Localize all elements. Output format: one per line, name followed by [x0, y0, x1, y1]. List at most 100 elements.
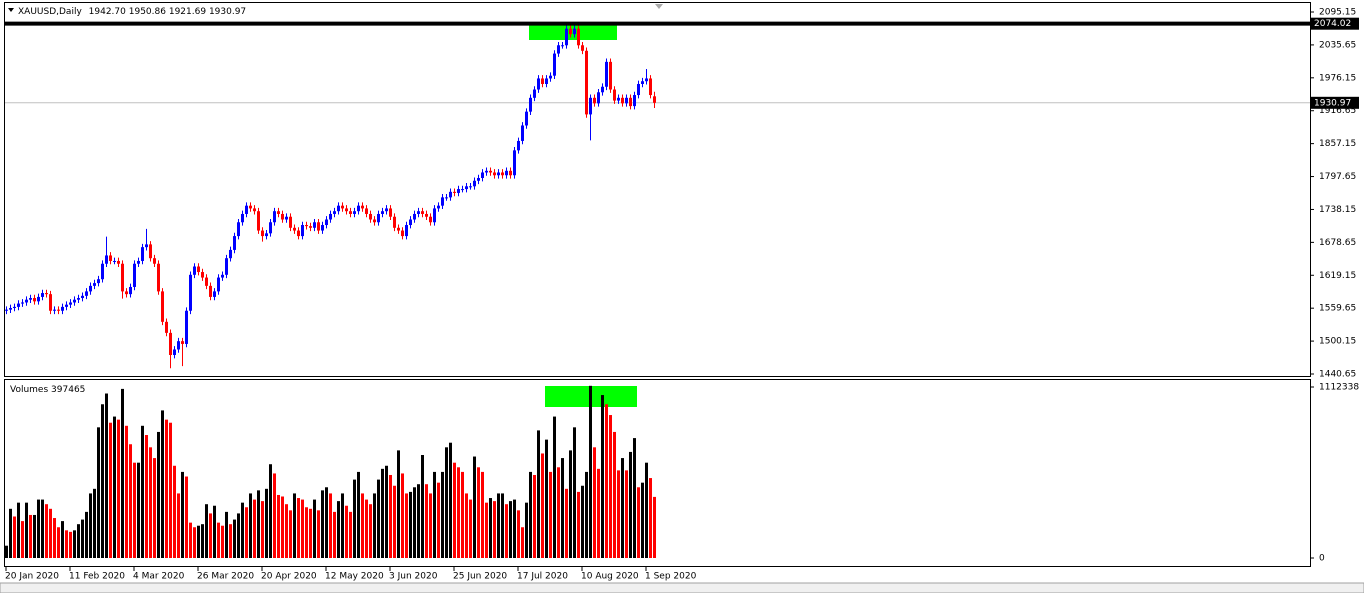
volume-bar — [341, 493, 344, 558]
candle-body — [581, 45, 584, 51]
volume-bar — [537, 430, 540, 558]
candle-body — [97, 279, 100, 284]
candle-body — [549, 75, 552, 79]
volume-bar — [389, 474, 392, 558]
candle-body — [625, 97, 628, 104]
ohlc-value: 1942.70 — [89, 7, 126, 17]
volume-bar — [221, 525, 224, 558]
volume-bar — [241, 502, 244, 558]
volume-bar — [525, 502, 528, 558]
menu-arrow[interactable] — [8, 8, 14, 12]
volume-bar — [481, 471, 484, 558]
volume-bar — [477, 467, 480, 558]
volume-bar — [97, 427, 100, 558]
candle-body — [57, 309, 60, 311]
volume-bar — [601, 395, 604, 558]
candle-body — [601, 86, 604, 93]
candle-body — [653, 96, 656, 103]
candle-body — [645, 78, 648, 82]
volume-bar — [457, 467, 460, 558]
volume-bar — [101, 404, 104, 558]
volume-bar — [25, 502, 28, 558]
y-tick-label: 1797.65 — [1319, 172, 1356, 182]
candle-body — [505, 170, 508, 176]
x-tick-label: 17 Jul 2020 — [517, 572, 568, 582]
volume-bar — [501, 493, 504, 558]
candle-body — [157, 263, 160, 292]
volume-bar — [65, 530, 68, 558]
candle-body — [293, 227, 296, 231]
candle-body — [433, 208, 436, 223]
volume-bar — [145, 435, 148, 558]
volume-bar — [485, 502, 488, 558]
candle-body — [641, 81, 644, 84]
y-tick-label: 0 — [1319, 554, 1325, 564]
volume-bar — [9, 508, 12, 558]
candle-body — [321, 225, 324, 231]
volume-bar — [625, 470, 628, 558]
candle-body — [185, 310, 188, 344]
candle-body — [253, 208, 256, 212]
ohlc-value: 1930.97 — [209, 7, 246, 17]
y-tick-label: 1619.15 — [1319, 271, 1356, 281]
candle-body — [649, 78, 652, 96]
candle-body — [401, 230, 404, 237]
candle-body — [489, 170, 492, 173]
candle-body — [249, 205, 252, 209]
candle-body — [297, 230, 300, 237]
y-tick-label: 1678.65 — [1319, 238, 1356, 248]
candle-body — [485, 170, 488, 173]
candle-body — [585, 50, 588, 115]
candle-body — [605, 61, 608, 87]
candle-body — [577, 28, 580, 46]
candle-body — [225, 258, 228, 275]
volume-bar — [189, 522, 192, 558]
volume-bar — [269, 464, 272, 558]
candle-body — [273, 211, 276, 223]
candle-body — [21, 302, 24, 304]
candle-body — [553, 53, 556, 76]
candle-body — [373, 219, 376, 223]
candle-body — [133, 263, 136, 287]
volume-bar — [257, 490, 260, 558]
x-tick-label: 11 Feb 2020 — [69, 572, 125, 582]
volume-bar — [589, 385, 592, 558]
volume-bar — [377, 479, 380, 558]
candle-body — [217, 277, 220, 292]
candle-body — [593, 97, 596, 104]
volume-bar — [133, 462, 136, 558]
hline-tag-label: 2074.02 — [1314, 19, 1351, 29]
price-tag-label: 1930.97 — [1314, 98, 1351, 108]
candle-body — [517, 140, 520, 151]
candle-body — [573, 28, 576, 35]
candle-body — [177, 341, 180, 350]
candle-body — [277, 211, 280, 214]
y-tick-label: 1559.65 — [1319, 304, 1356, 314]
candle-body — [77, 298, 80, 300]
volume-bar — [61, 521, 64, 558]
candle-body — [469, 186, 472, 188]
volume-bar — [109, 422, 112, 558]
candle-body — [617, 97, 620, 101]
candle-body — [49, 294, 52, 311]
scrollbar[interactable] — [0, 582, 1364, 593]
volume-bar — [617, 470, 620, 558]
volume-bar — [361, 493, 364, 558]
candle-body — [73, 299, 76, 303]
volume-bar — [297, 498, 300, 558]
volume-bar — [41, 499, 44, 558]
candle-body — [429, 216, 432, 223]
candle-body — [141, 247, 144, 261]
candle-body — [69, 302, 72, 305]
candle-body — [353, 211, 356, 214]
candle-body — [105, 255, 108, 264]
candle-body — [369, 213, 372, 220]
candle-body — [337, 205, 340, 212]
volume-bar — [417, 484, 420, 558]
candle-body — [149, 244, 152, 259]
volume-bar — [385, 465, 388, 558]
volume-bar — [73, 530, 76, 558]
x-tick-label: 4 Mar 2020 — [133, 572, 185, 582]
candle-body — [441, 197, 444, 206]
